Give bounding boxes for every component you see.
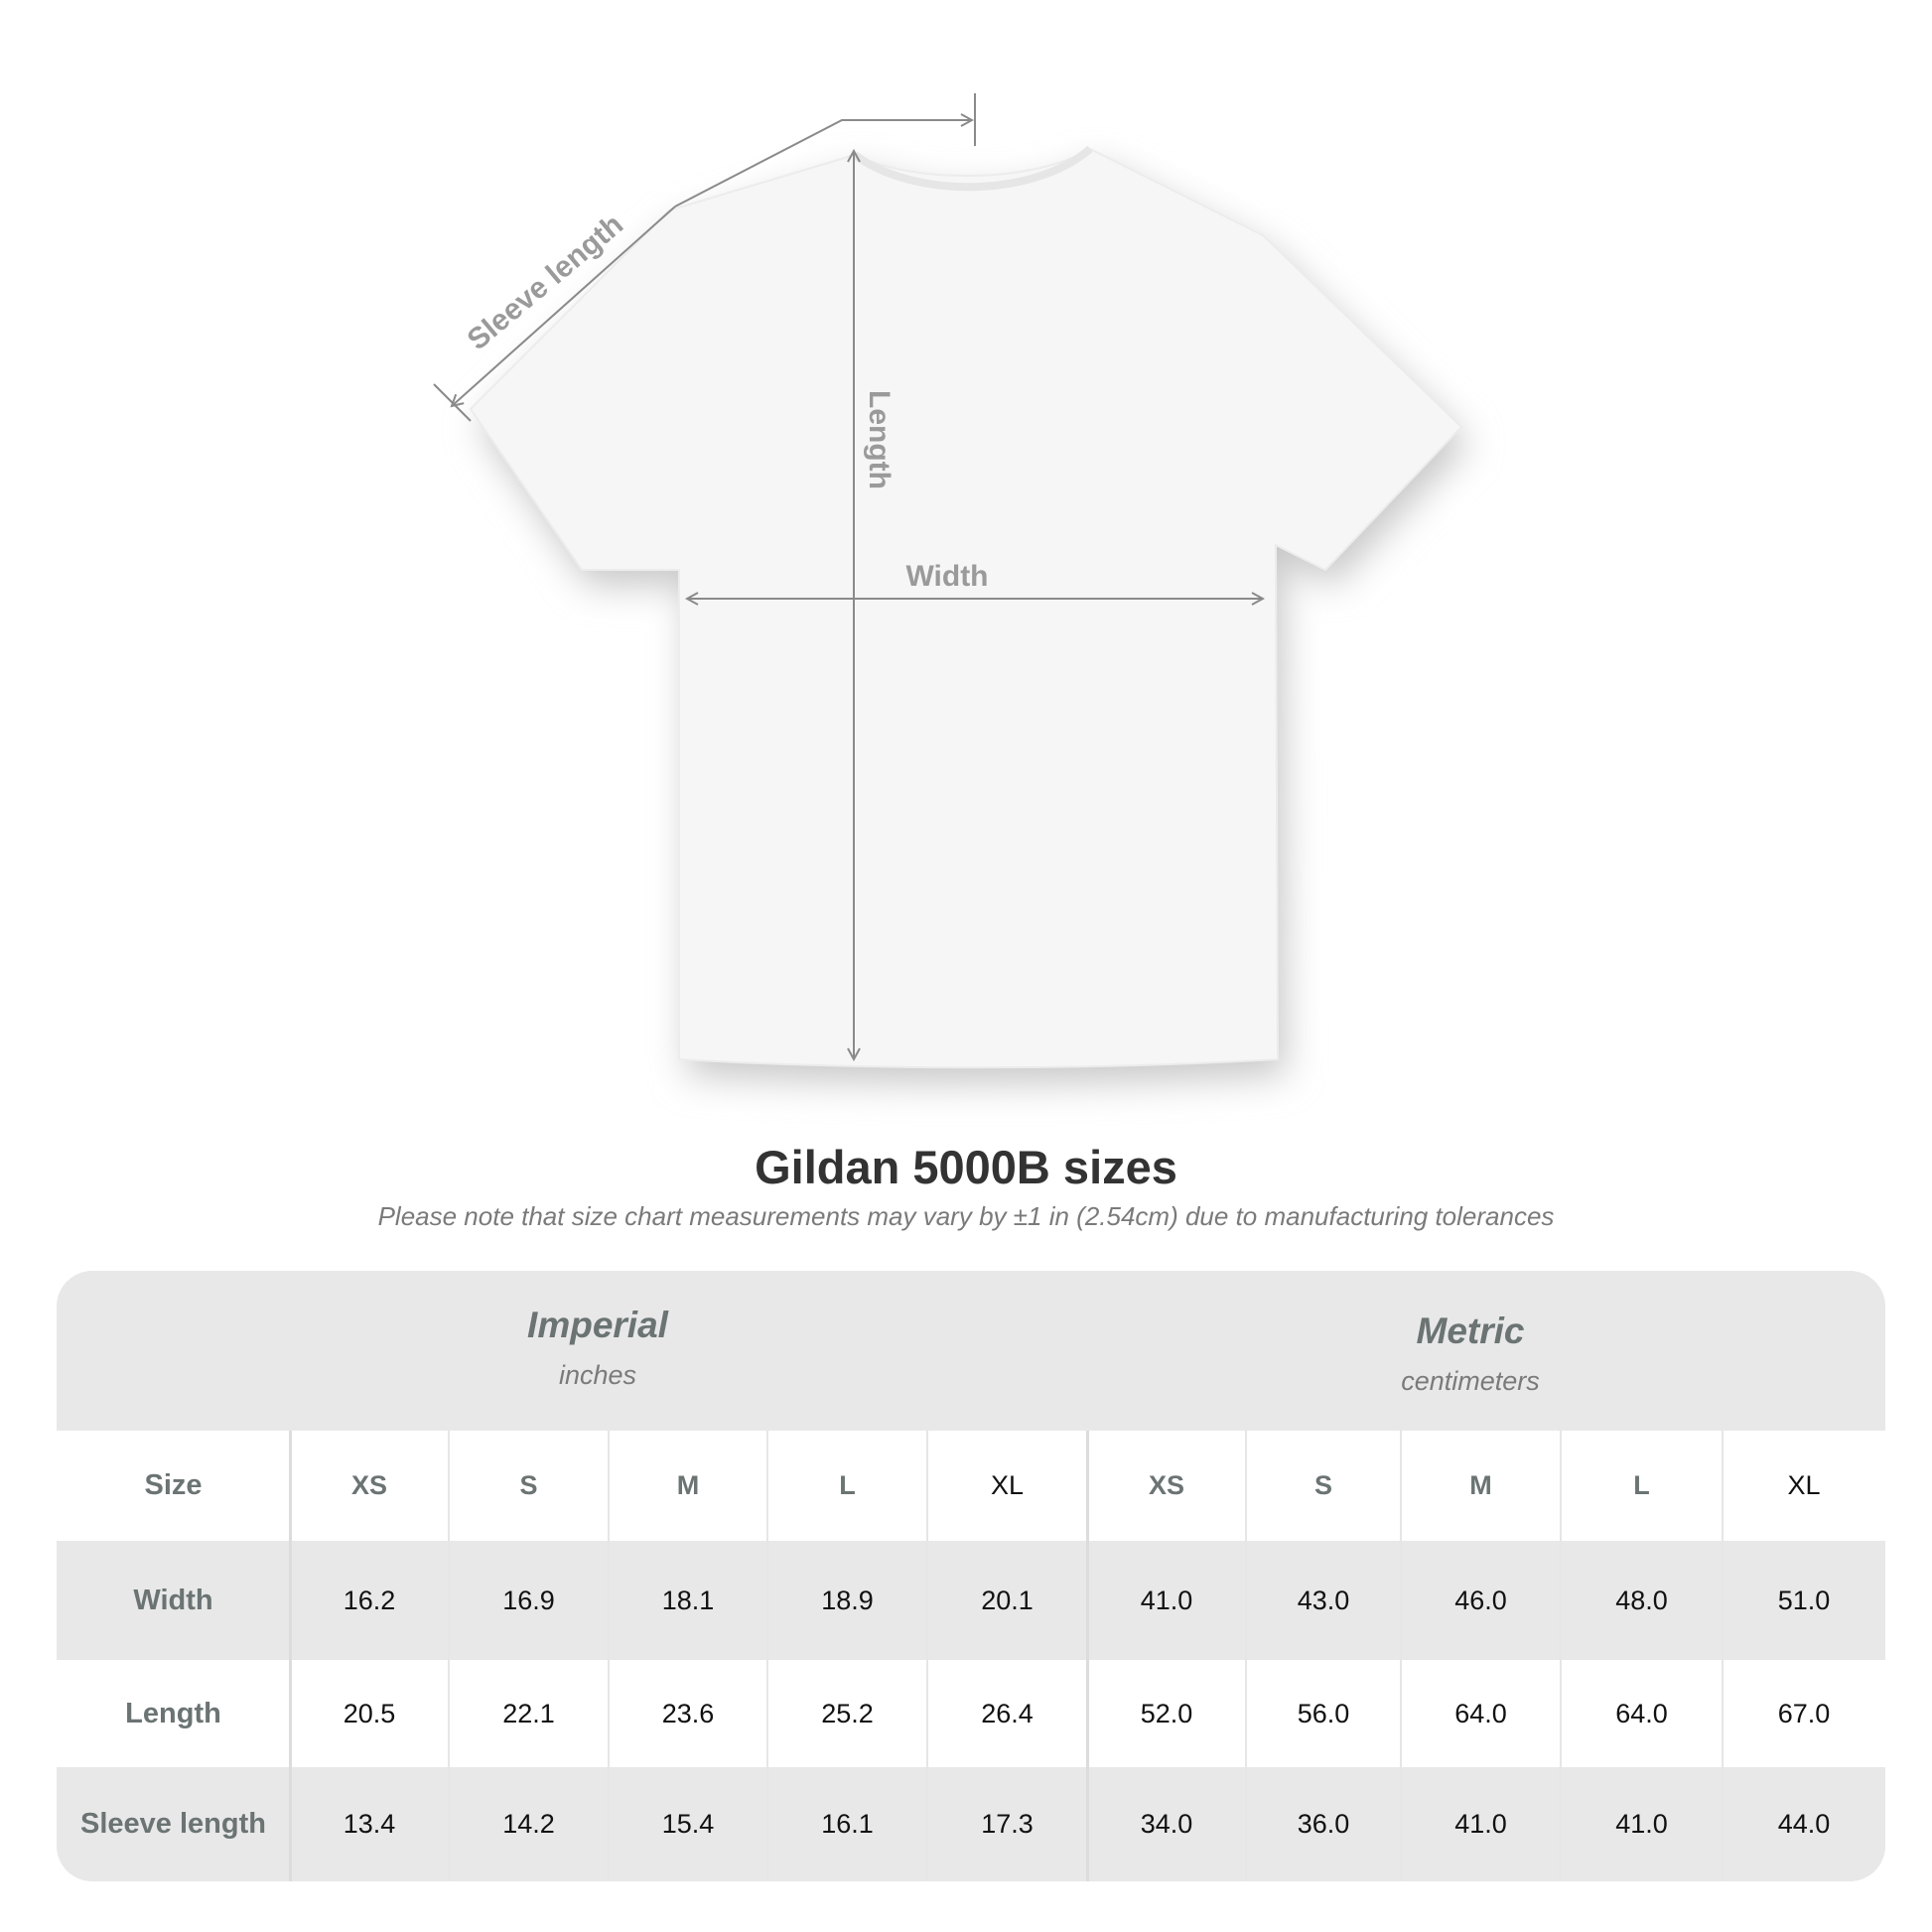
tshirt-shape — [469, 147, 1463, 1069]
table-cell: 16.2 — [343, 1585, 396, 1615]
size-table: Imperial inches Metric centimeters Size X… — [57, 1271, 1885, 1881]
sleeve-length-arrow — [433, 93, 976, 422]
tshirt-diagram: Sleeve length Length Width — [433, 93, 1469, 1084]
row-label: Sleeve length — [80, 1808, 266, 1840]
imperial-unit: inches — [558, 1360, 637, 1390]
table-cell: 64.0 — [1454, 1698, 1507, 1728]
size-header-m: M — [1469, 1470, 1492, 1500]
size-header-l: L — [839, 1470, 856, 1500]
table-cell: 52.0 — [1140, 1698, 1193, 1728]
length-label: Length — [863, 390, 896, 489]
table-cell: 15.4 — [661, 1809, 715, 1839]
table-cell: 13.4 — [343, 1809, 396, 1839]
table-cell: 16.9 — [502, 1585, 555, 1615]
column-divider — [926, 1431, 928, 1881]
size-header-xs: XS — [350, 1470, 388, 1500]
column-divider — [1086, 1431, 1089, 1881]
table-cell: 51.0 — [1777, 1585, 1831, 1615]
table-cell: 22.1 — [502, 1698, 555, 1728]
table-row — [57, 1767, 1885, 1881]
size-header-xl: XL — [1787, 1470, 1821, 1500]
size-header-s: S — [1313, 1470, 1332, 1500]
column-divider — [448, 1431, 450, 1881]
column-divider — [1245, 1431, 1247, 1881]
table-cell: 41.0 — [1140, 1585, 1193, 1615]
table-cell: 44.0 — [1777, 1809, 1831, 1839]
size-header-xl: XL — [990, 1470, 1025, 1500]
column-divider — [289, 1431, 292, 1881]
row-label: Length — [125, 1697, 221, 1729]
table-cell: 34.0 — [1140, 1809, 1193, 1839]
table-cell: 67.0 — [1777, 1698, 1831, 1728]
table-cell: 20.1 — [981, 1585, 1034, 1615]
table-cell: 25.2 — [821, 1698, 874, 1728]
metric-title: Metric — [1416, 1311, 1525, 1351]
size-header-label: Size — [144, 1469, 203, 1501]
table-row — [57, 1541, 1885, 1660]
size-header-s: S — [519, 1470, 538, 1500]
size-header-row — [57, 1431, 1885, 1541]
metric-header: Metric centimeters — [1222, 1311, 1719, 1397]
tolerance-note: Please note that size chart measurements… — [377, 1201, 1555, 1231]
table-cell: 64.0 — [1615, 1698, 1668, 1728]
imperial-title: Imperial — [527, 1305, 668, 1345]
table-cell: 20.5 — [343, 1698, 396, 1728]
table-row — [57, 1660, 1885, 1767]
table-cell: 14.2 — [502, 1809, 555, 1839]
row-label: Width — [133, 1584, 213, 1616]
page-title: Gildan 5000B sizes — [755, 1141, 1177, 1193]
width-label: Width — [905, 560, 988, 593]
table-cell: 43.0 — [1297, 1585, 1350, 1615]
size-header-xs: XS — [1148, 1470, 1185, 1500]
table-cell: 36.0 — [1297, 1809, 1350, 1839]
table-cell: 56.0 — [1297, 1698, 1350, 1728]
column-divider — [766, 1431, 768, 1881]
table-cell: 46.0 — [1454, 1585, 1507, 1615]
column-divider — [608, 1431, 610, 1881]
size-header-m: M — [676, 1470, 700, 1500]
column-divider — [1722, 1431, 1724, 1881]
metric-unit: centimeters — [1401, 1366, 1540, 1396]
table-cell: 48.0 — [1615, 1585, 1668, 1615]
table-cell: 41.0 — [1615, 1809, 1668, 1839]
table-cell: 17.3 — [981, 1809, 1034, 1839]
table-cell: 26.4 — [981, 1698, 1034, 1728]
table-cell: 16.1 — [821, 1809, 874, 1839]
table-cell: 18.9 — [821, 1585, 874, 1615]
table-cell: 41.0 — [1454, 1809, 1507, 1839]
imperial-header: Imperial inches — [349, 1305, 846, 1391]
column-divider — [1560, 1431, 1562, 1881]
table-cell: 18.1 — [661, 1585, 715, 1615]
column-divider — [1400, 1431, 1402, 1881]
size-header-l: L — [1633, 1470, 1650, 1500]
table-cell: 23.6 — [661, 1698, 715, 1728]
